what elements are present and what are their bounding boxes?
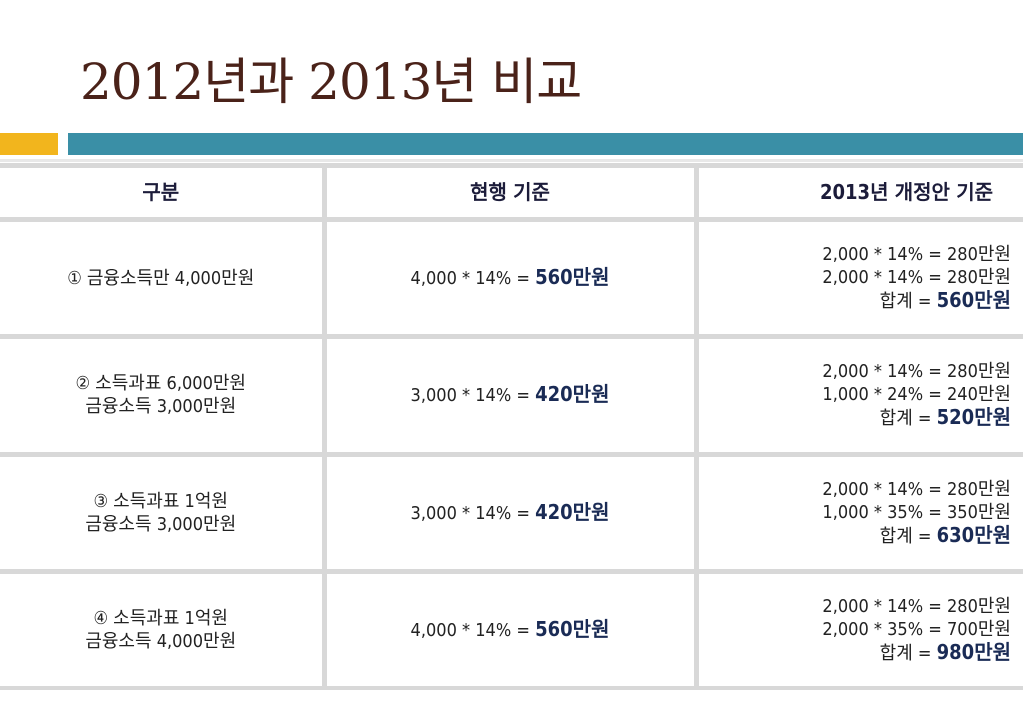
category-line: 금융소득 3,000만원 xyxy=(85,513,237,535)
calc-line: 1,000 * 35% = 350만원 xyxy=(822,501,1011,523)
current-calculation: 4,000 * 14% = 560만원 xyxy=(321,568,699,690)
category-line: ① 금융소득만 4,000만원 xyxy=(67,267,255,289)
revised-calculation: 2,000 * 14% = 280만원 2,000 * 35% = 700만원 … xyxy=(693,568,1023,690)
table-header-row: 구분 현행 기준 2013년 개정안 기준 xyxy=(0,163,1023,222)
result: 420만원 xyxy=(535,499,610,524)
comparison-table: 구분 현행 기준 2013년 개정안 기준 ① 금융소득만 4,000만원 4,… xyxy=(0,163,1023,690)
header-2013-revision: 2013년 개정안 기준 xyxy=(693,163,1023,222)
total-label: 합계 = xyxy=(879,525,937,547)
category-line: ③ 소득과표 1억원 xyxy=(93,490,228,512)
row-category: ④ 소득과표 1억원 금융소득 4,000만원 xyxy=(0,568,327,690)
result: 560만원 xyxy=(535,616,610,641)
calc-line: 2,000 * 14% = 280만원 xyxy=(822,478,1011,500)
revised-calculation: 2,000 * 14% = 280만원 1,000 * 35% = 350만원 … xyxy=(693,451,1023,574)
formula: 3,000 * 14% = xyxy=(410,502,536,524)
divider xyxy=(0,159,1023,162)
page-title: 2012년과 2013년 비교 xyxy=(80,53,582,111)
total-label: 합계 = xyxy=(879,291,937,313)
calc-line: 2,000 * 35% = 700만원 xyxy=(822,618,1011,640)
total-value: 560만원 xyxy=(936,288,1011,313)
category-line: 금융소득 4,000만원 xyxy=(85,630,237,652)
total-value: 520만원 xyxy=(936,405,1011,430)
total-value: 980만원 xyxy=(936,639,1011,664)
total-line: 합계 = 560만원 xyxy=(711,288,1011,313)
current-calculation: 3,000 * 14% = 420만원 xyxy=(321,451,699,574)
table-row: ① 금융소득만 4,000만원 4,000 * 14% = 560만원 2,00… xyxy=(0,216,1023,340)
formula: 4,000 * 14% = xyxy=(410,619,536,641)
formula: 3,000 * 14% = xyxy=(410,385,536,407)
accent-bar-orange xyxy=(0,133,58,155)
table-row: ② 소득과표 6,000만원 금융소득 3,000만원 3,000 * 14% … xyxy=(0,334,1023,457)
table-row: ③ 소득과표 1억원 금융소득 3,000만원 3,000 * 14% = 42… xyxy=(0,451,1023,574)
calc-line: 2,000 * 14% = 280만원 xyxy=(822,267,1011,289)
row-category: ② 소득과표 6,000만원 금융소득 3,000만원 xyxy=(0,334,327,457)
result: 560만원 xyxy=(535,265,610,290)
revised-calculation: 2,000 * 14% = 280만원 1,000 * 24% = 240만원 … xyxy=(693,334,1023,457)
row-category: ③ 소득과표 1억원 금융소득 3,000만원 xyxy=(0,451,327,574)
total-label: 합계 = xyxy=(879,642,937,664)
total-value: 630만원 xyxy=(936,522,1011,547)
calc-line: 2,000 * 14% = 280만원 xyxy=(822,244,1011,266)
header-current-standard: 현행 기준 xyxy=(321,163,699,222)
category-line: 금융소득 3,000만원 xyxy=(85,396,237,418)
header-category: 구분 xyxy=(0,163,327,222)
calc-line: 2,000 * 14% = 280만원 xyxy=(822,595,1011,617)
total-line: 합계 = 520만원 xyxy=(711,405,1011,430)
accent-bar-teal xyxy=(68,133,1023,155)
current-calculation: 3,000 * 14% = 420만원 xyxy=(321,334,699,457)
table-row: ④ 소득과표 1억원 금융소득 4,000만원 4,000 * 14% = 56… xyxy=(0,568,1023,690)
total-line: 합계 = 630만원 xyxy=(711,522,1011,548)
current-calculation: 4,000 * 14% = 560만원 xyxy=(321,216,699,340)
total-label: 합계 = xyxy=(879,408,937,430)
revised-calculation: 2,000 * 14% = 280만원 2,000 * 14% = 280만원 … xyxy=(693,216,1023,340)
calc-line: 1,000 * 24% = 240만원 xyxy=(822,384,1011,406)
result: 420만원 xyxy=(535,382,610,407)
row-category: ① 금융소득만 4,000만원 xyxy=(0,216,327,340)
formula: 4,000 * 14% = xyxy=(410,268,536,290)
category-line: ④ 소득과표 1억원 xyxy=(93,607,228,629)
total-line: 합계 = 980만원 xyxy=(711,639,1011,665)
category-line: ② 소득과표 6,000만원 xyxy=(75,373,246,395)
calc-line: 2,000 * 14% = 280만원 xyxy=(822,361,1011,383)
